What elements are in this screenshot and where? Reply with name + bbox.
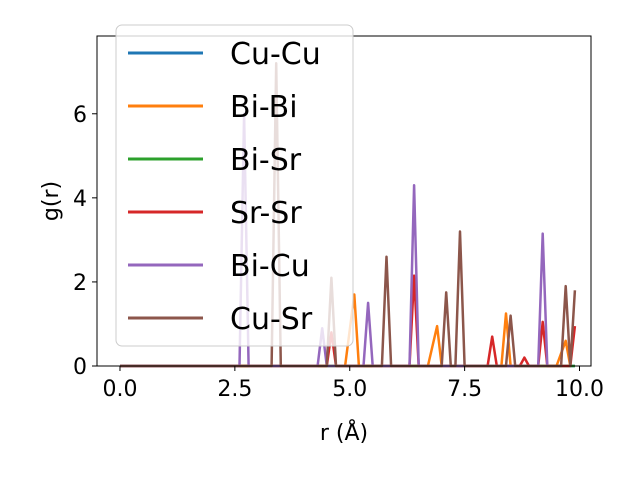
legend-label-bi-sr: Bi-Sr [230, 143, 302, 178]
y-axis-label: g(r) [39, 181, 64, 221]
y-axis: 0 2 4 6 [73, 103, 97, 380]
legend-label-bi-bi: Bi-Bi [230, 90, 298, 125]
x-tick-label: 10.0 [555, 377, 604, 402]
legend-label-sr-sr: Sr-Sr [230, 196, 302, 231]
x-tick-label: 2.5 [217, 377, 252, 402]
legend-box [115, 24, 354, 347]
legend-label-cu-sr: Cu-Sr [230, 302, 313, 337]
y-tick-label: 0 [73, 355, 87, 380]
x-tick-label: 0.0 [102, 377, 137, 402]
y-tick-label: 4 [73, 187, 87, 212]
legend-label-cu-cu: Cu-Cu [230, 37, 321, 72]
x-tick-label: 7.5 [447, 377, 482, 402]
legend-label-bi-cu: Bi-Cu [230, 249, 310, 284]
x-axis-label: r (Å) [320, 419, 368, 446]
x-tick-label: 5.0 [332, 377, 367, 402]
y-tick-label: 6 [73, 103, 87, 128]
x-axis: 0.0 2.5 5.0 7.5 10.0 [102, 366, 604, 402]
y-tick-label: 2 [73, 271, 87, 296]
legend: Cu-Cu Bi-Bi Bi-Sr Sr-Sr Bi-Cu Cu-Sr [115, 24, 354, 347]
